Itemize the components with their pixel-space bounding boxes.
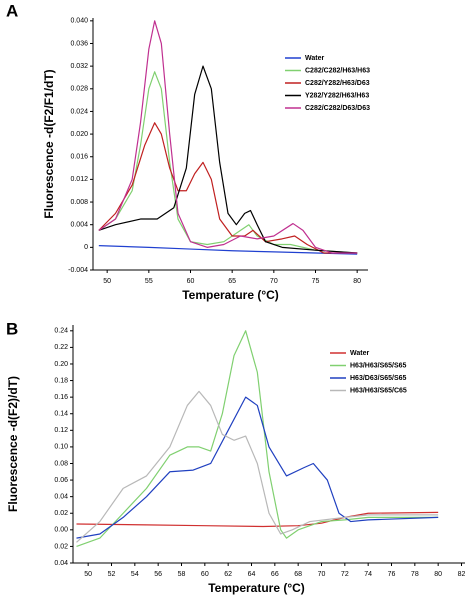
y-tick-label: 0.024 [70, 108, 88, 115]
legend-label: H63/H63/S65/S65 [350, 362, 407, 369]
legend-label: H63/D63/S65/S65 [350, 375, 407, 382]
y-tick-label: 0.036 [70, 40, 88, 47]
y-tick-label: 0.02 [54, 510, 68, 517]
x-axis-label: Temperature (°C) [182, 288, 279, 302]
series-line [98, 65, 358, 254]
y-tick-label: 0.004 [70, 222, 88, 229]
series-line [76, 396, 439, 539]
y-tick-label: 0.016 [70, 154, 88, 161]
x-tick-label: 62 [224, 571, 232, 578]
y-tick-label: 0.04 [54, 494, 68, 501]
y-tick-label: 0.02 [54, 543, 68, 550]
y-tick-label: 0.22 [54, 344, 68, 351]
y-tick-label: 0.008 [70, 199, 88, 206]
x-tick-label: 72 [341, 571, 349, 578]
legend-label: Water [305, 55, 324, 62]
x-tick-label: 78 [411, 571, 419, 578]
series-line [76, 330, 439, 547]
y-tick-label: 0.028 [70, 86, 88, 93]
panel-label: A [6, 1, 18, 20]
y-tick-label: 0.18 [54, 377, 68, 384]
x-tick-label: 75 [312, 278, 320, 285]
x-tick-label: 70 [270, 278, 278, 285]
legend-label: C282/Y282/H63/D63 [305, 80, 370, 87]
panel-label: B [6, 319, 18, 338]
y-tick-label: 0.14 [54, 411, 68, 418]
series-line [76, 390, 439, 543]
y-tick-label: 0.12 [54, 427, 68, 434]
legend-label: C282/C282/D63/D63 [305, 105, 370, 112]
y-tick-label: 0.04 [54, 560, 68, 567]
y-tick-label: 0.020 [70, 131, 88, 138]
x-tick-label: 82 [458, 571, 465, 578]
y-axis-label: Fluorescence -d(F2)/dT) [6, 376, 20, 512]
y-tick-label: 0.040 [70, 18, 88, 25]
x-tick-label: 60 [201, 571, 209, 578]
legend-label: C282/C282/H63/H63 [305, 67, 370, 74]
x-tick-label: 65 [228, 278, 236, 285]
x-tick-label: 58 [178, 571, 186, 578]
series-line [98, 245, 358, 255]
x-tick-label: 50 [84, 571, 92, 578]
x-tick-label: 68 [294, 571, 302, 578]
y-tick-label: 0.10 [54, 444, 68, 451]
x-tick-label: 80 [434, 571, 442, 578]
x-tick-label: 50 [103, 278, 111, 285]
series-line [98, 122, 358, 254]
legend-label: Y282/Y282/H63/H63 [305, 92, 369, 99]
x-tick-label: 76 [388, 571, 396, 578]
y-tick-label: 0.00 [54, 527, 68, 534]
legend-label: Water [350, 350, 369, 357]
y-tick-label: -0.004 [68, 267, 88, 274]
y-tick-label: 0.08 [54, 460, 68, 467]
y-tick-label: 0 [84, 244, 88, 251]
y-axis-label: Fluorescence -d(F2/F1/dT) [42, 69, 56, 218]
x-tick-label: 74 [364, 571, 372, 578]
legend-label: H63/H63/S65/C65 [350, 387, 407, 394]
series-line [98, 20, 358, 254]
x-tick-label: 52 [108, 571, 116, 578]
x-tick-label: 54 [131, 571, 139, 578]
x-tick-label: 55 [145, 278, 153, 285]
x-tick-label: 60 [187, 278, 195, 285]
x-tick-label: 64 [248, 571, 256, 578]
series-line [76, 511, 439, 528]
y-tick-label: 0.06 [54, 477, 68, 484]
y-tick-label: 0.012 [70, 176, 88, 183]
x-tick-label: 66 [271, 571, 279, 578]
y-tick-label: 0.032 [70, 63, 88, 70]
y-tick-label: 0.24 [54, 328, 68, 335]
y-tick-label: 0.20 [54, 361, 68, 368]
x-axis-label: Temperature (°C) [208, 581, 305, 595]
x-tick-label: 80 [353, 278, 361, 285]
y-tick-label: 0.16 [54, 394, 68, 401]
x-tick-label: 56 [154, 571, 162, 578]
x-tick-label: 70 [318, 571, 326, 578]
